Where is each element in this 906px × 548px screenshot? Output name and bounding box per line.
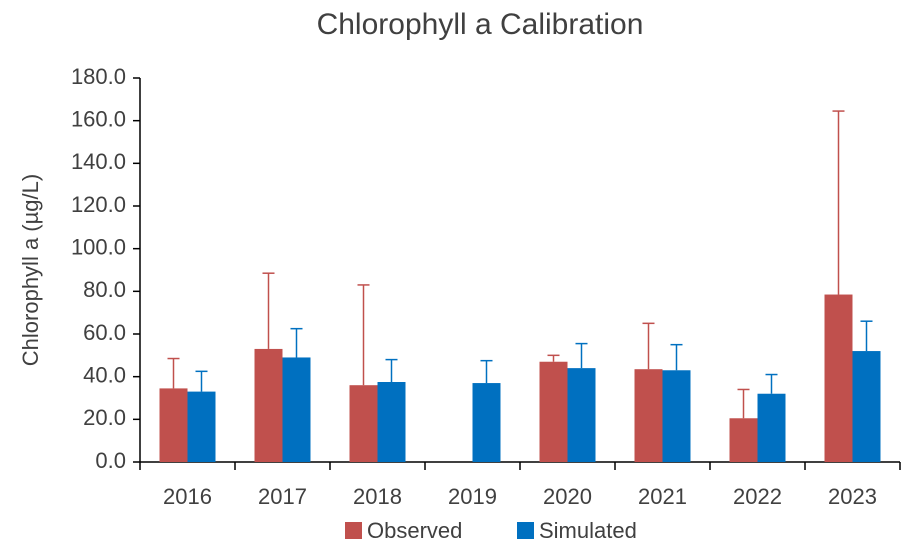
y-tick-label: 120.0: [71, 192, 126, 217]
bar: [254, 348, 283, 462]
error-bar: [167, 357, 180, 389]
error-bar: [480, 359, 493, 384]
legend-label: Observed: [367, 518, 462, 543]
x-tick-label: 2020: [543, 484, 592, 509]
legend-swatch: [345, 522, 362, 539]
x-tick-label: 2016: [163, 484, 212, 509]
bar: [472, 383, 501, 462]
y-tick-label: 20.0: [83, 405, 126, 430]
bar: [539, 361, 568, 462]
error-bar: [262, 272, 275, 349]
error-bar: [670, 343, 683, 371]
x-tick-label: 2023: [828, 484, 877, 509]
y-tick-label: 180.0: [71, 64, 126, 89]
y-tick-label: 80.0: [83, 277, 126, 302]
x-tick-label: 2018: [353, 484, 402, 509]
bar: [377, 382, 406, 462]
bar: [662, 370, 691, 462]
error-bar: [575, 342, 588, 369]
x-tick-label: 2019: [448, 484, 497, 509]
y-tick-label: 40.0: [83, 362, 126, 387]
error-bar: [737, 388, 750, 419]
bar: [852, 351, 881, 462]
error-bar: [195, 370, 208, 392]
error-bar: [860, 320, 873, 352]
error-bar: [547, 354, 560, 362]
error-bar: [765, 373, 778, 394]
legend-swatch: [517, 522, 534, 539]
y-tick-label: 0.0: [95, 448, 126, 473]
bar: [729, 418, 758, 462]
y-tick-label: 160.0: [71, 106, 126, 131]
y-axis-label: Chlorophyll a (µg/L): [18, 174, 43, 366]
error-bar: [290, 327, 303, 358]
error-bar: [832, 110, 845, 295]
y-tick-label: 100.0: [71, 234, 126, 259]
bar: [567, 368, 596, 462]
error-bar: [385, 358, 398, 382]
bar: [187, 391, 216, 462]
x-tick-label: 2021: [638, 484, 687, 509]
bar: [757, 393, 786, 462]
x-tick-label: 2022: [733, 484, 782, 509]
bar: [634, 369, 663, 462]
bar: [282, 357, 311, 462]
error-bar: [642, 322, 655, 370]
chart-title: Chlorophyll a Calibration: [317, 8, 644, 41]
legend-label: Simulated: [539, 518, 637, 543]
y-tick-label: 140.0: [71, 149, 126, 174]
y-tick-label: 60.0: [83, 320, 126, 345]
error-bar: [357, 284, 370, 386]
bar: [824, 294, 853, 462]
bar: [349, 385, 378, 462]
x-tick-label: 2017: [258, 484, 307, 509]
bar: [159, 388, 188, 462]
